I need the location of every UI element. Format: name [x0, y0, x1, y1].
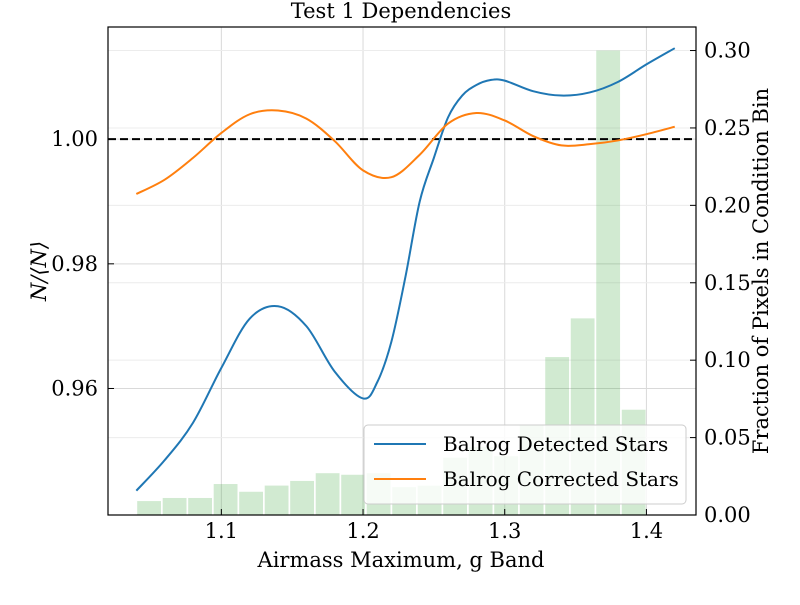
y-right-tick-label-2: 0.10	[704, 348, 751, 372]
tick-marks	[108, 50, 696, 516]
y-axis-label-right: Fraction of Pixels in Condition Bin	[749, 88, 773, 454]
y-right-tick-label-6: 0.30	[704, 39, 751, 63]
series-line-1	[135, 109, 676, 195]
histogram-bar-5	[264, 485, 289, 515]
x-axis-label: Airmass Maximum, g Band	[257, 548, 545, 572]
y-right-tick-label-1: 0.05	[704, 426, 751, 450]
legend-label-detected: Balrog Detected Stars	[443, 432, 668, 456]
y-left-tick-label-0: 0.96	[51, 376, 98, 400]
x-tick-label-0: 1.1	[205, 519, 238, 543]
x-tick-label-3: 1.4	[630, 519, 663, 543]
chart-title: Test 1 Dependencies	[291, 0, 511, 23]
tick-labels: 1.1 1.2 1.3 1.4 0.96 0.98 1.00 0.00 0.05 0.10 0.15…	[51, 39, 751, 543]
histogram-bar-1	[162, 497, 187, 515]
legend-label-corrected: Balrog Corrected Stars	[443, 467, 679, 491]
histogram-bar-6	[290, 480, 315, 515]
histogram-bar-18	[596, 50, 621, 516]
y-axis-label-left: N/⟨N⟩	[27, 241, 51, 302]
histogram-bar-7	[315, 473, 340, 515]
legend-box	[363, 424, 687, 505]
y-left-tick-label-1: 0.98	[51, 252, 98, 276]
histogram-bar-0	[137, 501, 161, 515]
histogram-bar-2	[188, 497, 212, 515]
histogram-bar-3	[213, 484, 238, 515]
x-tick-label-1: 1.2	[346, 519, 379, 543]
histogram-bar-8	[341, 474, 366, 515]
series-line-0	[135, 47, 676, 492]
plot-frame	[107, 26, 697, 516]
axes	[107, 26, 697, 516]
y-right-tick-label-5: 0.25	[704, 116, 751, 140]
y-right-tick-label-4: 0.20	[704, 193, 751, 217]
y-right-tick-label-0: 0.00	[704, 503, 751, 527]
y-left-tick-label-2: 1.00	[51, 127, 98, 151]
y-right-tick-label-3: 0.15	[704, 271, 751, 295]
series-lines	[135, 47, 676, 492]
grid-lines	[108, 27, 696, 516]
x-tick-label-2: 1.3	[488, 519, 521, 543]
legend: Balrog Detected Stars Balrog Corrected S…	[363, 424, 687, 505]
histogram-bar-4	[239, 491, 264, 515]
